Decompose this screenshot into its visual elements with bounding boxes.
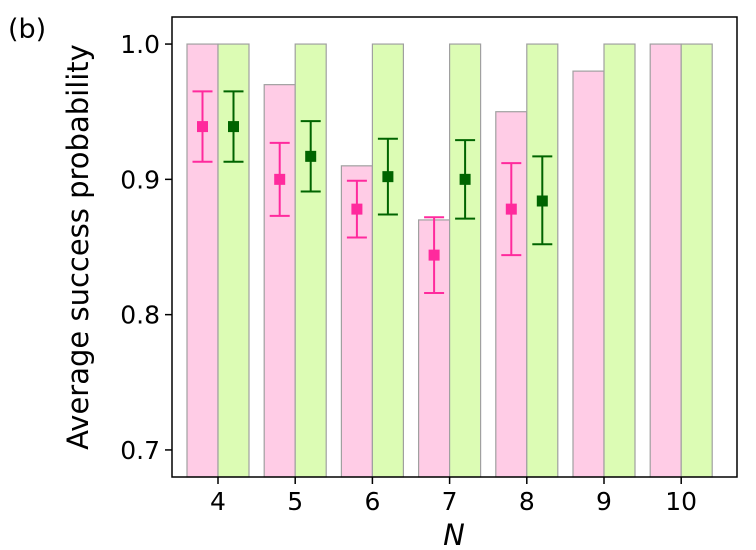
- bar-series1-9: [572, 70, 605, 478]
- error-bars-layer: [192, 90, 553, 294]
- marker-series1-4: [197, 121, 208, 133]
- marker-series1-8: [505, 203, 517, 215]
- panel-label: (b): [8, 14, 46, 45]
- x-tick-label: 10: [665, 487, 697, 516]
- marker-series2-5: [305, 150, 317, 162]
- y-tick-label: 0.8: [120, 301, 160, 330]
- bar-series2-8: [526, 43, 559, 478]
- x-axis: 4 5 6 7 8 9 10: [210, 477, 697, 516]
- x-tick-label: 7: [442, 487, 458, 516]
- marker-series1-7: [428, 249, 440, 261]
- marker-series2-7: [459, 173, 471, 185]
- y-tick-label: 0.9: [120, 165, 160, 194]
- bar-series2-9: [603, 43, 636, 478]
- y-tick-label: 0.7: [120, 436, 160, 465]
- plot-frame: [171, 16, 738, 478]
- x-tick-label: 6: [364, 487, 380, 516]
- y-axis-label: Average success probability: [61, 44, 95, 450]
- bar-series2-7: [449, 43, 482, 478]
- bar-series1-10: [649, 43, 682, 478]
- x-tick-label: 8: [519, 487, 535, 516]
- marker-series2-8: [536, 195, 548, 207]
- marker-series2-4: [228, 121, 239, 133]
- bar-series2-5: [294, 43, 327, 478]
- y-tick-label: 1.0: [120, 30, 160, 59]
- bar-series2-10: [680, 43, 713, 478]
- marker-series1-6: [351, 203, 363, 215]
- x-tick-label: 5: [287, 487, 303, 516]
- x-axis-label: N: [443, 518, 465, 550]
- marker-series1-5: [274, 173, 286, 185]
- bars-layer: [186, 43, 713, 478]
- x-tick-label: 4: [210, 487, 226, 516]
- bar-series2-6: [371, 43, 404, 478]
- x-tick-label: 9: [596, 487, 612, 516]
- marker-series2-6: [382, 171, 394, 183]
- y-axis: 0.7 0.8 0.9 1.0: [120, 30, 172, 465]
